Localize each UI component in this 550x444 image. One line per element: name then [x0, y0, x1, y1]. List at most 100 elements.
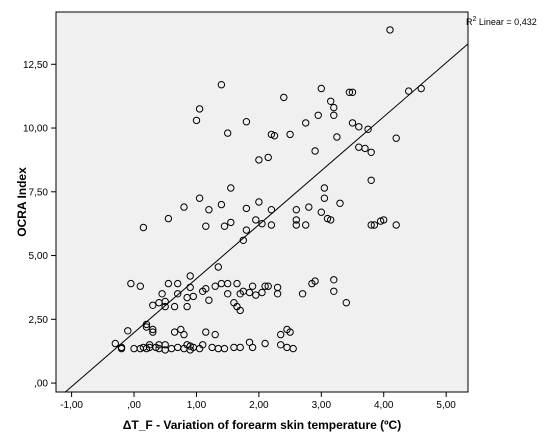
data-point [323, 214, 332, 223]
data-point [124, 327, 132, 335]
y-axis-title: OCRA Index [15, 167, 29, 237]
data-point [317, 208, 325, 216]
data-point [342, 299, 350, 307]
data-point [242, 118, 251, 126]
data-point [361, 144, 369, 153]
data-point [202, 328, 210, 336]
data-point [139, 223, 148, 232]
data-point [220, 222, 229, 230]
data-point [192, 116, 201, 125]
data-point [224, 290, 232, 298]
data-point [302, 119, 310, 127]
y-tick-label: 7,50 [29, 187, 49, 198]
data-point [380, 216, 388, 224]
data-point [264, 282, 272, 290]
data-point [245, 288, 254, 297]
data-point [180, 203, 188, 211]
data-point [258, 288, 266, 297]
data-point [161, 341, 169, 349]
data-point [367, 176, 375, 185]
data-point [117, 343, 126, 352]
data-point [149, 325, 157, 334]
data-point [330, 287, 338, 295]
y-tick-label: 10,00 [23, 124, 48, 135]
y-tick-label: ,00 [34, 379, 48, 390]
data-points [111, 26, 425, 354]
x-axis: -1,00 ,00 1,00 2,00 3,00 4,00 5,00 [60, 392, 456, 411]
data-point [320, 194, 329, 202]
data-point [386, 26, 394, 34]
data-point [224, 279, 232, 288]
data-point [327, 97, 335, 106]
data-point [255, 198, 263, 206]
data-point [258, 220, 266, 228]
data-point [280, 93, 288, 102]
data-point [174, 279, 182, 288]
data-point [286, 328, 294, 336]
x-tick-label: 4,00 [374, 400, 394, 411]
data-point [161, 297, 169, 306]
data-point [330, 276, 338, 284]
data-point [364, 125, 372, 134]
data-point [170, 302, 179, 311]
data-point [289, 344, 297, 353]
data-point [242, 204, 251, 213]
data-point [417, 84, 425, 93]
data-point [311, 147, 319, 155]
data-point [317, 84, 325, 93]
data-point [224, 129, 232, 137]
data-point [149, 301, 157, 309]
data-point [211, 330, 219, 339]
data-point [292, 206, 300, 214]
data-point [252, 291, 260, 299]
data-point [320, 184, 329, 192]
data-point [189, 292, 198, 301]
data-point [202, 285, 210, 293]
data-point [345, 88, 354, 97]
x-tick-label: 3,00 [312, 400, 332, 411]
data-point [273, 290, 282, 298]
y-tick-label: 12,50 [23, 60, 48, 71]
data-point [214, 263, 223, 271]
data-point [202, 222, 210, 230]
data-point [164, 214, 173, 223]
data-point [370, 221, 379, 229]
x-tick-label: 2,00 [249, 400, 269, 411]
data-point [217, 200, 226, 209]
y-tick-label: 2,50 [29, 315, 49, 326]
data-point [149, 328, 157, 336]
data-point [177, 325, 185, 334]
data-point [267, 206, 276, 214]
x-axis-title: ΔT_F - Variation of forearm skin tempera… [123, 418, 401, 432]
data-point [302, 221, 310, 229]
data-point [336, 199, 344, 208]
y-tick-label: 5,00 [29, 251, 49, 262]
data-point [264, 153, 272, 162]
data-point [261, 339, 269, 348]
data-point [211, 282, 219, 290]
x-tick-label: 5,00 [436, 400, 456, 411]
data-point [170, 328, 179, 336]
data-point [174, 290, 182, 298]
data-point [392, 221, 400, 229]
x-tick-label: 1,00 [187, 400, 207, 411]
data-point [248, 343, 257, 352]
x-tick-label: -1,00 [60, 400, 83, 411]
data-point [233, 279, 241, 288]
data-point [217, 81, 226, 89]
y-axis: ,00 2,50 5,00 7,50 10,00 12,50 [23, 60, 56, 390]
data-point [205, 206, 213, 214]
data-point [136, 282, 145, 290]
data-point [195, 105, 204, 113]
data-point [127, 279, 135, 288]
data-point [186, 272, 194, 280]
data-point [199, 341, 207, 349]
data-point [236, 343, 244, 352]
r2-label: R2 Linear = 0,432 [466, 16, 537, 27]
data-point [367, 148, 375, 157]
data-point [267, 221, 276, 229]
data-point [142, 323, 151, 331]
data-point [292, 216, 300, 224]
data-point [348, 119, 357, 127]
data-point [236, 306, 244, 315]
